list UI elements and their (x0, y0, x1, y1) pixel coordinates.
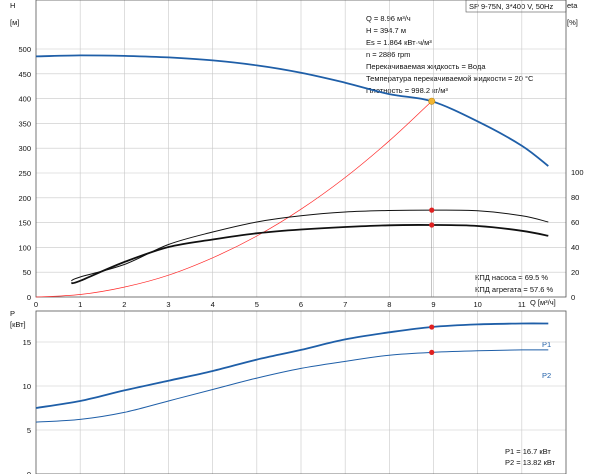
eta-tick-label: 80 (571, 193, 579, 202)
h-tick-label: 300 (18, 144, 31, 153)
info-density: Плотность = 998.2 кг/м³ (366, 86, 448, 95)
x-tick-label: 2 (122, 300, 126, 309)
unit-efficiency-curve (71, 224, 549, 285)
p2-value-label: P2 = 13.82 кВт (505, 458, 556, 467)
eta-axis-symbol: eta (567, 1, 578, 10)
h-tick-label: 200 (18, 194, 31, 203)
efficiency-marker (429, 222, 435, 228)
x-tick-label: 10 (473, 300, 481, 309)
info-head: H = 394.7 м (366, 26, 406, 35)
eta-tick-label: 100 (571, 168, 584, 177)
h-tick-label: 50 (23, 268, 31, 277)
x-tick-label: 0 (34, 300, 38, 309)
p-tick-label: 5 (27, 426, 31, 435)
h-tick-label: 100 (18, 243, 31, 252)
x-tick-label: 9 (431, 300, 435, 309)
info-speed: n = 2886 rpm (366, 50, 410, 59)
p2-curve (35, 349, 549, 423)
h-axis-unit: [м] (10, 18, 19, 27)
eta-tick-label: 60 (571, 218, 579, 227)
eta-tick-label: 20 (571, 268, 579, 277)
h-tick-label: 150 (18, 219, 31, 228)
head-panel-frame (35, 0, 567, 298)
h-tick-label: 250 (18, 169, 31, 178)
duty-point-marker (428, 97, 436, 105)
p1-value-label: P1 = 16.7 кВт (505, 447, 551, 456)
system-curve (35, 100, 432, 298)
h-tick-label: 350 (18, 119, 31, 128)
info-temperature: Температура перекачиваемой жидкости = 20… (366, 74, 534, 83)
info-liquid: Перекачиваемая жидкость = Вода (366, 62, 486, 71)
power-marker (429, 349, 435, 355)
model-label-box (465, 0, 567, 13)
x-tick-label: 5 (255, 300, 259, 309)
x-tick-label: 11 (518, 300, 526, 309)
h-tick-label: 0 (27, 293, 31, 302)
p2-series-label: P2 (542, 371, 551, 380)
info-specific-energy: Es = 1.864 кВт·ч/м³ (366, 38, 432, 47)
x-tick-label: 3 (166, 300, 170, 309)
p-axis-unit: [кВт] (10, 320, 26, 329)
pump-efficiency-label: КПД насоса = 69.5 % (475, 273, 548, 282)
head-curve (35, 54, 549, 167)
x-axis-label: Q [м³/ч] (530, 298, 556, 307)
eta-tick-label: 0 (571, 293, 575, 302)
h-tick-label: 450 (18, 70, 31, 79)
eta-tick-label: 40 (571, 243, 579, 252)
p1-series-label: P1 (542, 340, 551, 349)
eta-axis-unit: [%] (567, 18, 578, 27)
p-axis-symbol: P (10, 309, 15, 318)
x-tick-label: 1 (78, 300, 82, 309)
h-tick-label: 500 (18, 45, 31, 54)
p-tick-label: 15 (23, 338, 31, 347)
p-tick-label: 0 (27, 470, 31, 474)
efficiency-marker (429, 207, 435, 213)
unit-efficiency-label: КПД агрегата = 57.6 % (475, 285, 553, 294)
info-flow: Q = 8.96 м³/ч (366, 14, 411, 23)
x-tick-label: 6 (299, 300, 303, 309)
p1-curve (35, 322, 549, 409)
pump-efficiency-curve (71, 209, 549, 282)
x-tick-label: 7 (343, 300, 347, 309)
x-tick-label: 4 (211, 300, 215, 309)
h-axis-symbol: H (10, 1, 15, 10)
x-tick-label: 8 (387, 300, 391, 309)
model-label: SP 9-75N, 3*400 V, 50Hz (469, 2, 553, 11)
h-tick-label: 400 (18, 95, 31, 104)
p-tick-label: 10 (23, 382, 31, 391)
power-marker (429, 324, 435, 330)
power-panel-frame (35, 310, 567, 474)
